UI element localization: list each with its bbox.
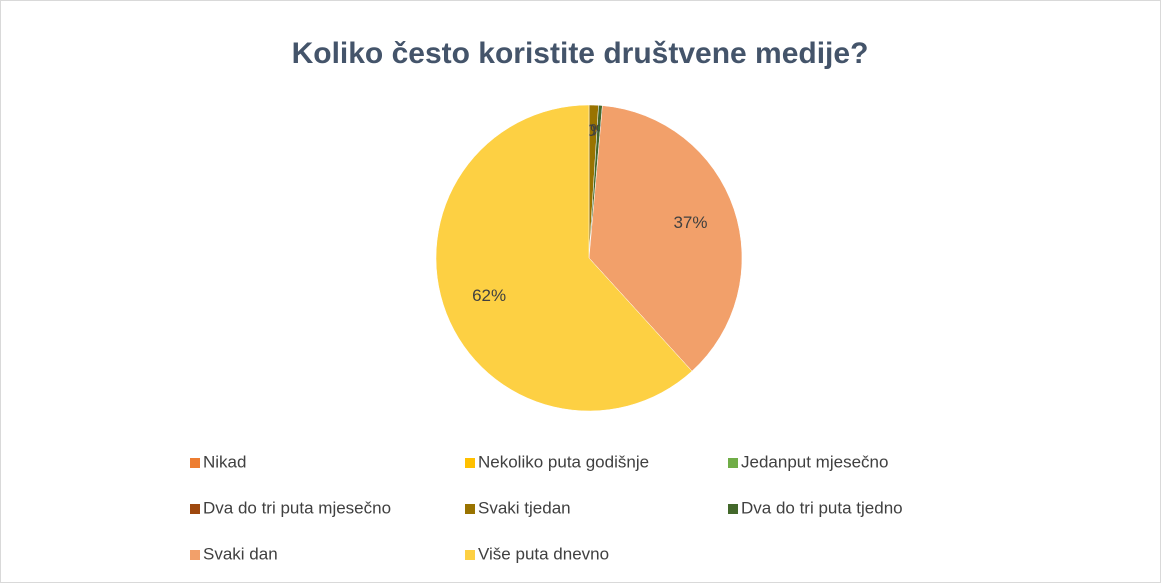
legend-swatch <box>465 504 475 514</box>
legend-label: Više puta dnevno <box>478 544 609 563</box>
legend-label: Svaki dan <box>203 544 278 563</box>
legend-swatch <box>190 504 200 514</box>
chart-title: Koliko često koristite društvene medije? <box>292 37 869 70</box>
legend-label: Jedanput mjesečno <box>741 452 888 471</box>
legend-swatch <box>728 458 738 468</box>
legend-label: Dva do tri puta mjesečno <box>203 498 391 517</box>
legend-swatch <box>465 550 475 560</box>
legend-swatch <box>728 504 738 514</box>
legend-label: Dva do tri puta tjedno <box>741 498 903 517</box>
legend-swatch <box>465 458 475 468</box>
legend-swatch <box>190 458 200 468</box>
data-label: 62% <box>472 286 506 305</box>
data-label: 37% <box>673 213 707 232</box>
legend-label: Nikad <box>203 452 246 471</box>
pie-slice <box>435 104 693 412</box>
legend-swatch <box>190 550 200 560</box>
legend-label: Nekoliko puta godišnje <box>478 452 649 471</box>
legend-label: Svaki tjedan <box>478 498 571 517</box>
pie-slice <box>588 105 743 372</box>
